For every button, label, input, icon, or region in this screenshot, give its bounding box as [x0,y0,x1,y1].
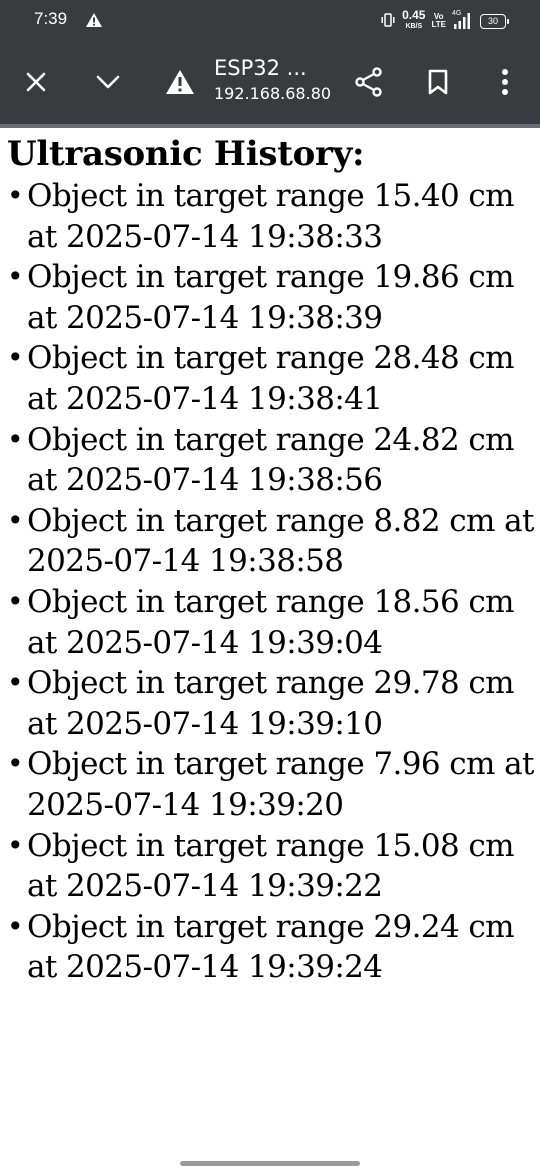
network-speed: 0.45 KB/S [402,8,426,31]
browser-toolbar: ESP32 ... 192.168.68.80 [0,42,540,126]
more-options-button[interactable] [488,42,522,126]
list-item: • Object in target range 19.86 cm at 2025… [7,257,537,338]
status-bar: 7:39 0.45 KB/S Vo LTE 4G [0,0,540,42]
list-item: • Object in target range 7.96 cm at 2025-… [7,744,537,825]
volte-bottom: LTE [431,20,446,29]
list-item: • Object in target range 18.56 cm at 2025… [7,582,537,663]
battery-level: 30 [487,16,498,26]
bullet: • [7,179,24,212]
warning-icon [165,69,195,99]
list-item-text: Object in target range 15.08 cm at 2025-… [27,827,515,905]
page-url: 192.168.68.80 [214,84,332,103]
status-indicators: 0.45 KB/S Vo LTE 4G 30 [380,8,509,33]
list-item-text: Object in target range 29.24 cm at 2025-… [27,908,515,986]
list-item-text: Object in target range 8.82 cm at 2025-0… [27,502,534,580]
bullet: • [7,260,24,294]
alert-triangle-icon [86,12,102,31]
bullet: • [7,584,24,618]
more-vert-icon [500,67,510,101]
network-speed-value: 0.45 [402,8,426,22]
bullet: • [7,747,24,781]
bullet: • [7,828,24,862]
close-icon [25,71,47,97]
list-item-text: Object in target range 28.48 cm at 2025-… [27,340,515,417]
list-item: • Object in target range 15.40 cm at 2025… [7,176,537,257]
list-item-text: Object in target range 18.56 cm at 2025-… [27,583,515,661]
bullet: • [7,503,24,537]
list-item: • Object in target range 28.48 cm at 2025… [7,338,537,419]
list-item-text: Object in target range 19.86 cm at 2025-… [27,259,515,336]
bullet: • [7,909,24,943]
history-list: • Object in target range 15.40 cm at 2025… [7,176,537,988]
volte-top: Vo [433,12,444,21]
vibrate-icon [380,12,396,31]
share-icon [354,67,384,101]
bookmark-button[interactable] [418,42,458,126]
list-item: • Object in target range 29.24 cm at 2025… [7,907,537,988]
volte-indicator: Vo LTE [431,13,446,29]
status-time: 7:39 [34,9,68,28]
network-speed-unit: KB/S [405,23,423,30]
page-heading: Ultrasonic History: [7,134,365,174]
list-item-text: Object in target range 29.78 cm at 2025-… [27,665,515,742]
page-title: ESP32 ... [214,56,307,80]
bullet: • [7,666,24,700]
list-item-text: Object in target range 24.82 cm at 2025-… [27,421,515,499]
bullet: • [7,341,24,375]
page-title-block[interactable]: ESP32 ... 192.168.68.80 [214,56,331,103]
list-item: • Object in target range 8.82 cm at 2025-… [7,501,537,582]
share-button[interactable] [346,42,392,126]
bookmark-icon [427,68,449,100]
home-indicator[interactable] [180,1161,360,1166]
list-item: • Object in target range 15.08 cm at 2025… [7,826,537,907]
bullet: • [7,422,24,456]
signal-bars-icon: 4G [452,10,474,31]
list-item: • Object in target range 24.82 cm at 2025… [7,420,537,501]
list-item-text: Object in target range 15.40 cm at 2025-… [27,178,515,255]
toolbar-divider [0,124,540,128]
network-generation: 4G [452,10,462,17]
chevron-down-icon [95,73,121,95]
minimize-button[interactable] [86,42,130,126]
list-item-text: Object in target range 7.96 cm at 2025-0… [27,746,534,823]
list-item: • Object in target range 29.78 cm at 2025… [7,663,537,744]
battery-icon: 30 [480,13,509,29]
connection-info-button[interactable] [160,42,200,126]
close-button[interactable] [14,42,58,126]
page-content: Ultrasonic History: • Object in target ra… [7,128,537,988]
